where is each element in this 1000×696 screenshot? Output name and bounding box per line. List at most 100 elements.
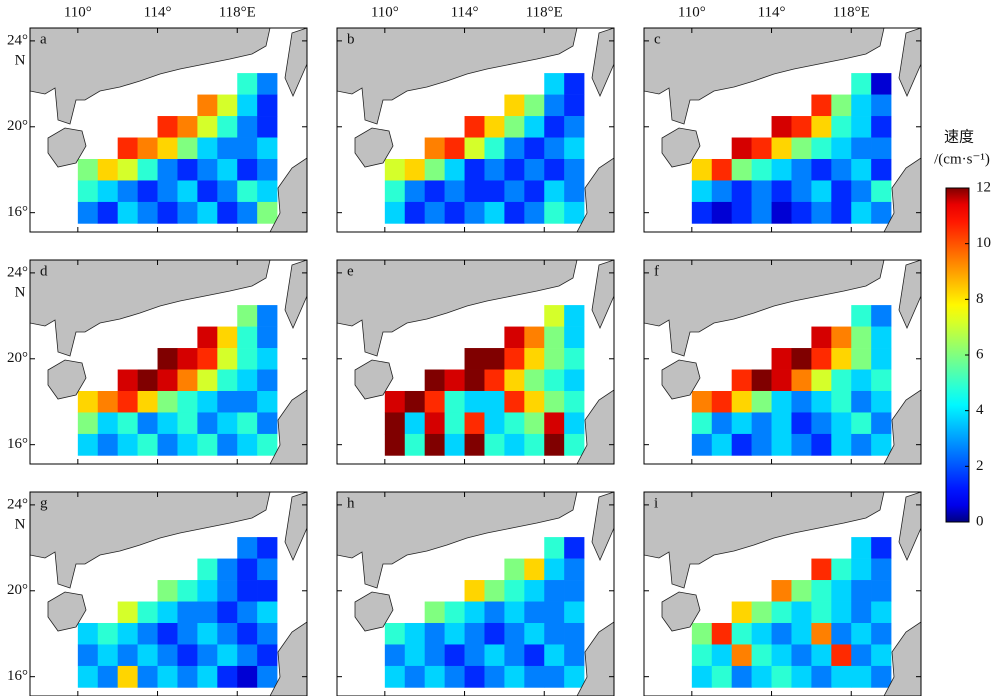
speed-cell	[524, 433, 545, 456]
speed-cell	[117, 137, 138, 160]
speed-cell	[504, 665, 525, 688]
speed-cell	[257, 94, 278, 117]
speed-cell	[177, 601, 198, 624]
speed-cell	[751, 390, 772, 413]
speed-cell	[811, 644, 832, 667]
speed-cell	[117, 369, 138, 392]
speed-cell	[257, 390, 278, 413]
speed-cell	[831, 412, 852, 435]
speed-cell	[484, 644, 505, 667]
speed-cell	[731, 180, 752, 203]
speed-cell	[811, 116, 832, 138]
speed-cell	[811, 558, 832, 581]
speed-cell	[137, 137, 158, 160]
speed-cell	[384, 433, 406, 456]
speed-cell	[711, 644, 732, 667]
speed-cell	[157, 116, 178, 138]
speed-cell	[524, 94, 545, 117]
land	[898, 28, 921, 97]
x-tick-label: 118°E	[526, 4, 563, 20]
land	[576, 157, 614, 232]
speed-cell	[464, 412, 485, 435]
speed-cell	[751, 622, 772, 645]
speed-cell	[484, 390, 505, 413]
speed-cell	[731, 601, 752, 624]
speed-cell	[771, 601, 792, 624]
speed-cell	[811, 94, 832, 117]
speed-cell	[831, 369, 852, 392]
speed-cell	[157, 644, 178, 667]
speed-cell	[484, 622, 505, 645]
speed-cell	[791, 412, 812, 435]
panel-frame	[643, 27, 922, 233]
speed-cell	[851, 644, 872, 667]
speed-cell	[257, 622, 278, 645]
speed-cell	[851, 137, 872, 160]
speed-cell	[197, 137, 218, 160]
speed-cell	[464, 348, 485, 370]
speed-cell	[871, 601, 892, 624]
speed-cell	[751, 201, 772, 224]
speed-cell	[464, 580, 485, 602]
land	[883, 157, 921, 232]
y-tick-label: 20°	[7, 350, 28, 366]
speed-cell	[137, 201, 158, 224]
panel-frame	[336, 27, 615, 233]
speed-cell	[157, 412, 178, 435]
speed-cell	[871, 622, 892, 645]
speed-cell	[97, 158, 118, 181]
x-tick-label: 114°	[144, 4, 172, 20]
speed-cell	[564, 73, 585, 95]
speed-cell	[424, 433, 445, 456]
speed-cell	[771, 369, 792, 392]
speed-cell	[464, 601, 485, 624]
speed-cell	[524, 116, 545, 138]
speed-cell	[117, 433, 138, 456]
speed-cell	[871, 537, 892, 559]
speed-cell	[197, 158, 218, 181]
land	[661, 359, 701, 400]
land	[337, 28, 578, 125]
speed-cell	[544, 201, 565, 224]
speed-cell	[731, 644, 752, 667]
speed-cell	[404, 433, 425, 456]
speed-cell	[257, 305, 278, 327]
speed-cell	[504, 644, 525, 667]
speed-cell	[237, 305, 258, 327]
speed-cell	[691, 390, 713, 413]
speed-cell	[504, 601, 525, 624]
speed-cell	[504, 201, 525, 224]
speed-cell	[691, 644, 713, 667]
speed-cell	[851, 369, 872, 392]
speed-cell	[831, 94, 852, 117]
land	[354, 127, 394, 168]
speed-cell	[424, 601, 445, 624]
speed-cell	[237, 158, 258, 181]
map-panel	[644, 28, 921, 232]
speed-cell	[831, 180, 852, 203]
speed-cell	[237, 348, 258, 370]
panel-label: i	[654, 495, 658, 511]
panel-frame	[643, 259, 922, 465]
speed-cell	[811, 622, 832, 645]
speed-cell	[137, 369, 158, 392]
speed-cell	[237, 601, 258, 624]
speed-cell	[831, 665, 852, 688]
speed-cell	[484, 412, 505, 435]
speed-cell	[564, 390, 585, 413]
speed-cell	[811, 348, 832, 370]
x-tick-label: 114°	[758, 4, 786, 20]
y-tick-label: 16°	[7, 436, 28, 452]
speed-cell	[524, 369, 545, 392]
speed-cell	[711, 622, 732, 645]
speed-cell	[217, 94, 238, 117]
speed-cell	[691, 665, 713, 688]
speed-cell	[137, 412, 158, 435]
speed-cell	[217, 580, 238, 602]
colorbar-tick-label: 2	[976, 458, 984, 474]
speed-cell	[404, 665, 425, 688]
speed-cell	[117, 201, 138, 224]
speed-cell	[731, 390, 752, 413]
speed-cell	[771, 116, 792, 138]
